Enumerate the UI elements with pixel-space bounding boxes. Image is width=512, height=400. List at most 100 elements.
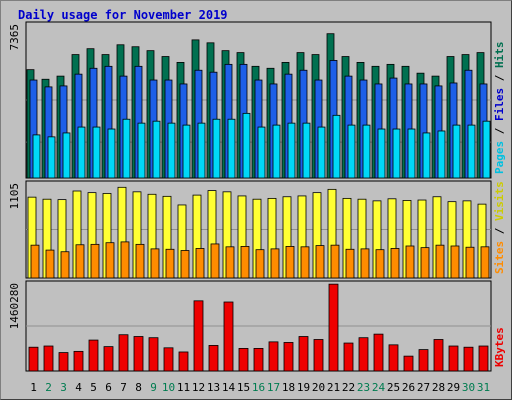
bar-kbytes-day-17 xyxy=(268,341,279,372)
bar-sites-day-15 xyxy=(240,246,250,279)
x-tick-label-18: 18 xyxy=(282,381,295,394)
x-tick-label-1: 1 xyxy=(30,381,37,394)
x-tick-label-13: 13 xyxy=(207,381,220,394)
x-tick-label-26: 26 xyxy=(402,381,415,394)
legend-visits-part-2: Visits xyxy=(493,181,506,221)
x-tick-label-7: 7 xyxy=(120,381,127,394)
bar-pages-day-19 xyxy=(302,122,311,179)
bar-sites-day-27 xyxy=(420,247,430,279)
x-tick-label-8: 8 xyxy=(135,381,142,394)
x-tick-label-5: 5 xyxy=(90,381,97,394)
bar-sites-day-7 xyxy=(120,241,130,279)
ymax-label-visits: 1105 xyxy=(8,183,21,210)
bar-sites-day-4 xyxy=(75,244,85,279)
chart-title: Daily usage for November 2019 xyxy=(18,8,228,22)
bar-kbytes-day-23 xyxy=(358,337,369,372)
bar-sites-day-9 xyxy=(150,248,160,279)
bar-kbytes-day-10 xyxy=(163,347,174,372)
legend-traffic-part-3: / xyxy=(493,68,506,88)
bar-pages-day-29 xyxy=(452,124,461,179)
bar-kbytes-day-20 xyxy=(313,339,324,372)
bar-kbytes-day-6 xyxy=(103,346,114,372)
bar-kbytes-day-9 xyxy=(148,337,159,372)
bar-kbytes-day-18 xyxy=(283,342,294,372)
bar-pages-day-6 xyxy=(107,128,116,179)
ymax-label-traffic: 7365 xyxy=(8,24,21,51)
bar-kbytes-day-24 xyxy=(373,333,384,372)
x-tick-label-15: 15 xyxy=(237,381,250,394)
bar-sites-day-13 xyxy=(210,243,220,279)
bar-pages-day-21 xyxy=(332,114,341,179)
bar-kbytes-day-4 xyxy=(73,350,84,372)
bar-kbytes-day-21 xyxy=(328,283,339,372)
legend-traffic-part-1: / xyxy=(493,121,506,141)
bar-kbytes-day-11 xyxy=(178,351,189,372)
x-tick-label-22: 22 xyxy=(342,381,355,394)
legend-kbytes-part-0: KBytes xyxy=(493,327,506,367)
x-tick-label-2: 2 xyxy=(45,381,52,394)
bar-sites-day-5 xyxy=(90,243,100,279)
bar-pages-day-10 xyxy=(167,122,176,179)
bar-sites-day-30 xyxy=(465,246,475,279)
bar-sites-day-18 xyxy=(285,246,295,279)
bar-pages-day-26 xyxy=(407,128,416,179)
x-tick-label-19: 19 xyxy=(297,381,310,394)
x-tick-label-4: 4 xyxy=(75,381,82,394)
bar-sites-day-20 xyxy=(315,245,325,279)
bar-pages-day-17 xyxy=(272,124,281,179)
x-tick-label-28: 28 xyxy=(432,381,445,394)
bar-pages-day-15 xyxy=(242,112,251,179)
x-tick-label-25: 25 xyxy=(387,381,400,394)
bar-sites-day-8 xyxy=(135,243,145,279)
bar-sites-day-3 xyxy=(60,251,70,279)
bar-pages-day-20 xyxy=(317,126,326,179)
bar-pages-day-4 xyxy=(77,126,86,179)
x-tick-label-10: 10 xyxy=(162,381,175,394)
bar-pages-day-2 xyxy=(47,136,56,179)
bar-sites-day-10 xyxy=(165,248,175,279)
bar-pages-day-9 xyxy=(152,120,161,179)
x-tick-label-24: 24 xyxy=(372,381,386,394)
bar-pages-day-28 xyxy=(437,130,446,179)
bar-pages-day-27 xyxy=(422,132,431,179)
bar-sites-day-12 xyxy=(195,248,205,279)
bar-pages-day-16 xyxy=(257,126,266,179)
legend-traffic-part-0: Pages xyxy=(493,141,506,174)
bar-sites-day-25 xyxy=(390,248,400,279)
bar-kbytes-day-22 xyxy=(343,342,354,372)
bar-pages-day-7 xyxy=(122,118,131,179)
x-tick-label-6: 6 xyxy=(105,381,112,394)
bar-pages-day-1 xyxy=(32,134,41,179)
bar-pages-day-18 xyxy=(287,122,296,179)
x-tick-label-20: 20 xyxy=(312,381,325,394)
x-tick-label-11: 11 xyxy=(177,381,190,394)
bar-sites-day-26 xyxy=(405,245,415,279)
bar-pages-day-8 xyxy=(137,122,146,179)
bar-kbytes-day-7 xyxy=(118,334,129,372)
bar-kbytes-day-29 xyxy=(448,345,459,372)
bar-pages-day-3 xyxy=(62,132,71,179)
x-tick-label-12: 12 xyxy=(192,381,205,394)
bar-kbytes-day-1 xyxy=(28,346,39,372)
bar-kbytes-day-8 xyxy=(133,336,144,372)
bar-pages-day-11 xyxy=(182,124,191,179)
bar-kbytes-day-28 xyxy=(433,339,444,372)
bar-pages-day-5 xyxy=(92,126,101,179)
bar-kbytes-day-31 xyxy=(478,345,489,372)
bar-sites-day-2 xyxy=(45,249,55,279)
x-tick-label-27: 27 xyxy=(417,381,430,394)
bar-sites-day-21 xyxy=(330,244,340,279)
bar-kbytes-day-13 xyxy=(208,345,219,372)
bar-sites-day-19 xyxy=(300,246,310,279)
bar-pages-day-25 xyxy=(392,128,401,179)
x-tick-label-30: 30 xyxy=(462,381,475,394)
ymax-label-kbytes: 1460280 xyxy=(8,283,21,329)
x-tick-label-3: 3 xyxy=(60,381,67,394)
bar-kbytes-day-26 xyxy=(403,355,414,372)
bar-pages-day-30 xyxy=(467,124,476,179)
bar-pages-day-13 xyxy=(212,118,221,179)
legend-traffic-part-2: Files xyxy=(493,88,506,121)
x-tick-label-9: 9 xyxy=(150,381,157,394)
bar-kbytes-day-2 xyxy=(43,345,54,372)
